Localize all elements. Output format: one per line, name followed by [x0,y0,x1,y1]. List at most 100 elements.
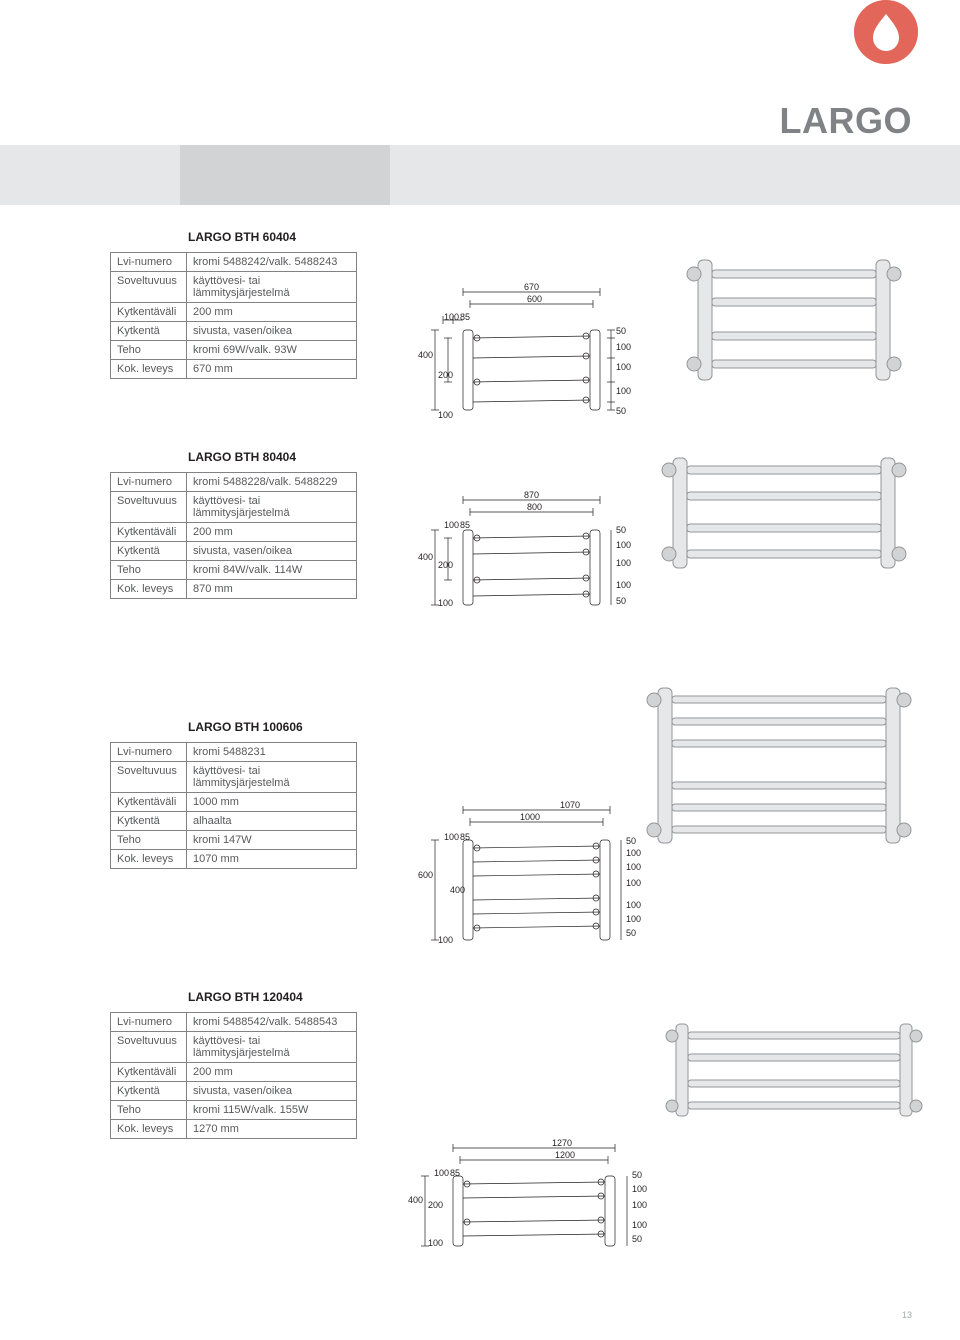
dimension-diagram-120404 [405,1140,665,1260]
dim-label: 100 [632,1184,647,1194]
spec-table: Lvi-numerokromi 5488231 Soveltuvuuskäytt… [110,742,357,869]
dim-label: 870 [524,490,539,500]
dim-label: 200 [428,1200,443,1210]
spec-value: 870 mm [187,580,357,599]
spec-label: Teho [111,561,187,580]
dim-label: 1070 [560,800,580,810]
dim-label: 200 [438,370,453,380]
spec-label: Soveltuvuus [111,1032,187,1063]
dim-label: 50 [632,1234,642,1244]
dim-label: 100 [626,914,641,924]
spec-label: Kok. leveys [111,580,187,599]
rail-render-120404 [660,1010,930,1130]
spec-value: kromi 147W [187,831,357,850]
spec-value: alhaalta [187,812,357,831]
spec-label: Kok. leveys [111,850,187,869]
spec-label: Lvi-numero [111,473,187,492]
dim-label: 400 [418,552,433,562]
dim-label: 50 [616,596,626,606]
dim-label: 200 [438,560,453,570]
spec-label: Teho [111,341,187,360]
spec-label: Lvi-numero [111,743,187,762]
dim-label: 100 [616,580,631,590]
spec-value: kromi 5488228/valk. 5488229 [187,473,357,492]
dim-label: 100 [616,362,631,372]
dim-label: 100 [434,1168,449,1178]
dim-label: 100 [616,558,631,568]
dim-label: 100 [444,832,459,842]
brand-logo-icon [854,0,918,64]
dim-label: 600 [527,294,542,304]
dim-label: 85 [460,312,470,322]
dim-label: 400 [408,1195,423,1205]
spec-value: 200 mm [187,523,357,542]
spec-value: 200 mm [187,303,357,322]
spec-table: Lvi-numerokromi 5488228/valk. 5488229 So… [110,472,357,599]
spec-value: kromi 5488231 [187,743,357,762]
spec-value: kromi 5488242/valk. 5488243 [187,253,357,272]
dim-label: 50 [626,836,636,846]
spec-label: Kytkentäväli [111,303,187,322]
dim-label: 670 [524,282,539,292]
spec-label: Lvi-numero [111,253,187,272]
dim-label: 400 [418,350,433,360]
dim-label: 50 [626,928,636,938]
dim-label: 1200 [555,1150,575,1160]
spec-value: kromi 115W/valk. 155W [187,1101,357,1120]
spec-label: Kytkentä [111,1082,187,1101]
spec-label: Kytkentäväli [111,523,187,542]
dim-label: 50 [632,1170,642,1180]
spec-label: Kok. leveys [111,360,187,379]
spec-value: kromi 69W/valk. 93W [187,341,357,360]
dim-label: 800 [527,502,542,512]
dim-label: 100 [438,410,453,420]
spec-value: käyttövesi- tai lämmitysjärjestelmä [187,272,357,303]
spec-label: Kytkentäväli [111,793,187,812]
rail-render-100606 [640,670,920,860]
dim-label: 100 [444,520,459,530]
dim-label: 100 [626,862,641,872]
rail-render-60404 [680,240,910,400]
spec-table: Lvi-numerokromi 5488242/valk. 5488243 So… [110,252,357,379]
dim-label: 85 [450,1168,460,1178]
spec-value: sivusta, vasen/oikea [187,1082,357,1101]
page-title: LARGO [780,100,913,142]
spec-value: 1000 mm [187,793,357,812]
dim-label: 100 [626,878,641,888]
product-block-80404: LARGO BTH 80404 Lvi-numerokromi 5488228/… [110,450,357,599]
product-title: LARGO BTH 80404 [188,450,357,464]
product-block-60404: LARGO BTH 60404 Lvi-numerokromi 5488242/… [110,230,357,379]
spec-value: 1270 mm [187,1120,357,1139]
spec-value: sivusta, vasen/oikea [187,322,357,341]
dim-label: 100 [616,342,631,352]
product-block-100606: LARGO BTH 100606 Lvi-numerokromi 5488231… [110,720,357,869]
spec-label: Lvi-numero [111,1013,187,1032]
dim-label: 100 [616,386,631,396]
spec-label: Soveltuvuus [111,272,187,303]
dim-label: 50 [616,406,626,416]
dim-label: 100 [616,540,631,550]
dim-label: 50 [616,525,626,535]
header-band [0,145,960,205]
page-number: 13 [902,1310,912,1320]
dim-label: 100 [438,598,453,608]
spec-label: Soveltuvuus [111,762,187,793]
spec-label: Teho [111,1101,187,1120]
product-title: LARGO BTH 60404 [188,230,357,244]
dim-label: 100 [626,848,641,858]
product-title: LARGO BTH 120404 [188,990,357,1004]
product-block-120404: LARGO BTH 120404 Lvi-numerokromi 5488542… [110,990,357,1139]
spec-table: Lvi-numerokromi 5488542/valk. 5488543 So… [110,1012,357,1139]
dim-label: 400 [450,885,465,895]
header-col [180,145,390,205]
spec-label: Kytkentä [111,542,187,561]
spec-value: käyttövesi- tai lämmitysjärjestelmä [187,492,357,523]
spec-value: sivusta, vasen/oikea [187,542,357,561]
dim-label: 100 [428,1238,443,1248]
spec-label: Soveltuvuus [111,492,187,523]
dim-label: 100 [632,1200,647,1210]
spec-label: Teho [111,831,187,850]
dim-label: 600 [418,870,433,880]
dim-label: 100 [444,312,459,322]
spec-label: Kytkentä [111,812,187,831]
